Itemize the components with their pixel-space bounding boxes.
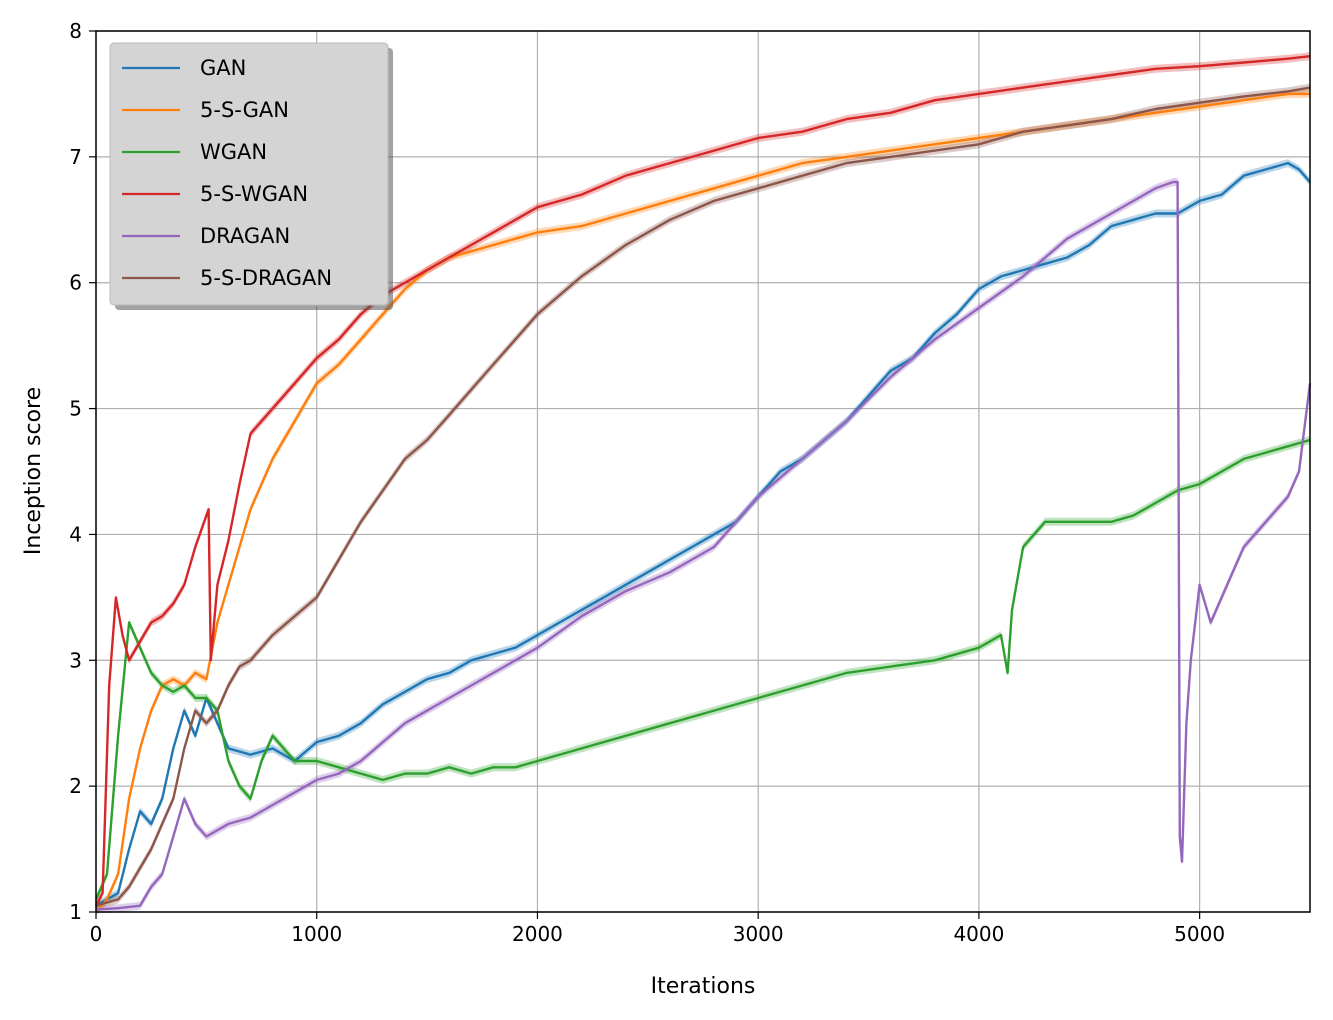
plot-frame [95,30,1311,913]
legend-label-5: 5-S-DRAGAN [200,266,332,290]
legend: GAN 5-S-GAN WGAN 5-S-WGAN DRAGAN 5-S-DRAGAN [109,42,393,310]
series-band-2 [96,436,1310,904]
y-axis-label: Inception score [21,387,46,555]
x-tick-label-3: 3000 [733,922,784,946]
legend-label-2: WGAN [200,140,267,164]
x-tick-label-1: 1000 [291,922,342,946]
x-axis-label: Iterations [651,974,756,999]
y-tick-label-2: 3 [69,648,82,672]
x-tick-label-0: 0 [90,922,103,946]
series-line-5 [95,86,1311,907]
y-tick-label-6: 7 [69,145,82,169]
legend-label-1: 5-S-GAN [200,98,289,122]
y-tick-label-4: 5 [69,397,82,421]
y-tick-label-0: 1 [69,900,82,924]
axis-ticks: 0 1000 2000 3000 4000 5000 1 2 3 4 5 6 7 8 [69,19,1225,946]
x-tick-label-5: 5000 [1174,922,1225,946]
y-tick-label-1: 2 [69,774,82,798]
legend-label-0: GAN [200,56,246,80]
series-line-4 [95,180,1312,911]
x-tick-label-2: 2000 [512,922,563,946]
legend-label-3: 5-S-WGAN [200,182,308,206]
y-tick-label-3: 4 [69,522,82,546]
legend-label-4: DRAGAN [200,224,290,248]
series-lines [94,55,1312,913]
series-line-0 [95,161,1311,907]
legend-entries: GAN 5-S-GAN WGAN 5-S-WGAN DRAGAN 5-S-DRAGAN [122,56,332,290]
series-band-4 [96,178,1310,914]
series-line-2 [94,438,1311,900]
series-line-3 [94,55,1311,907]
legend-box [109,42,389,306]
y-tick-label-7: 8 [69,19,82,43]
y-tick-label-5: 6 [69,271,82,295]
x-tick-label-4: 4000 [953,922,1004,946]
